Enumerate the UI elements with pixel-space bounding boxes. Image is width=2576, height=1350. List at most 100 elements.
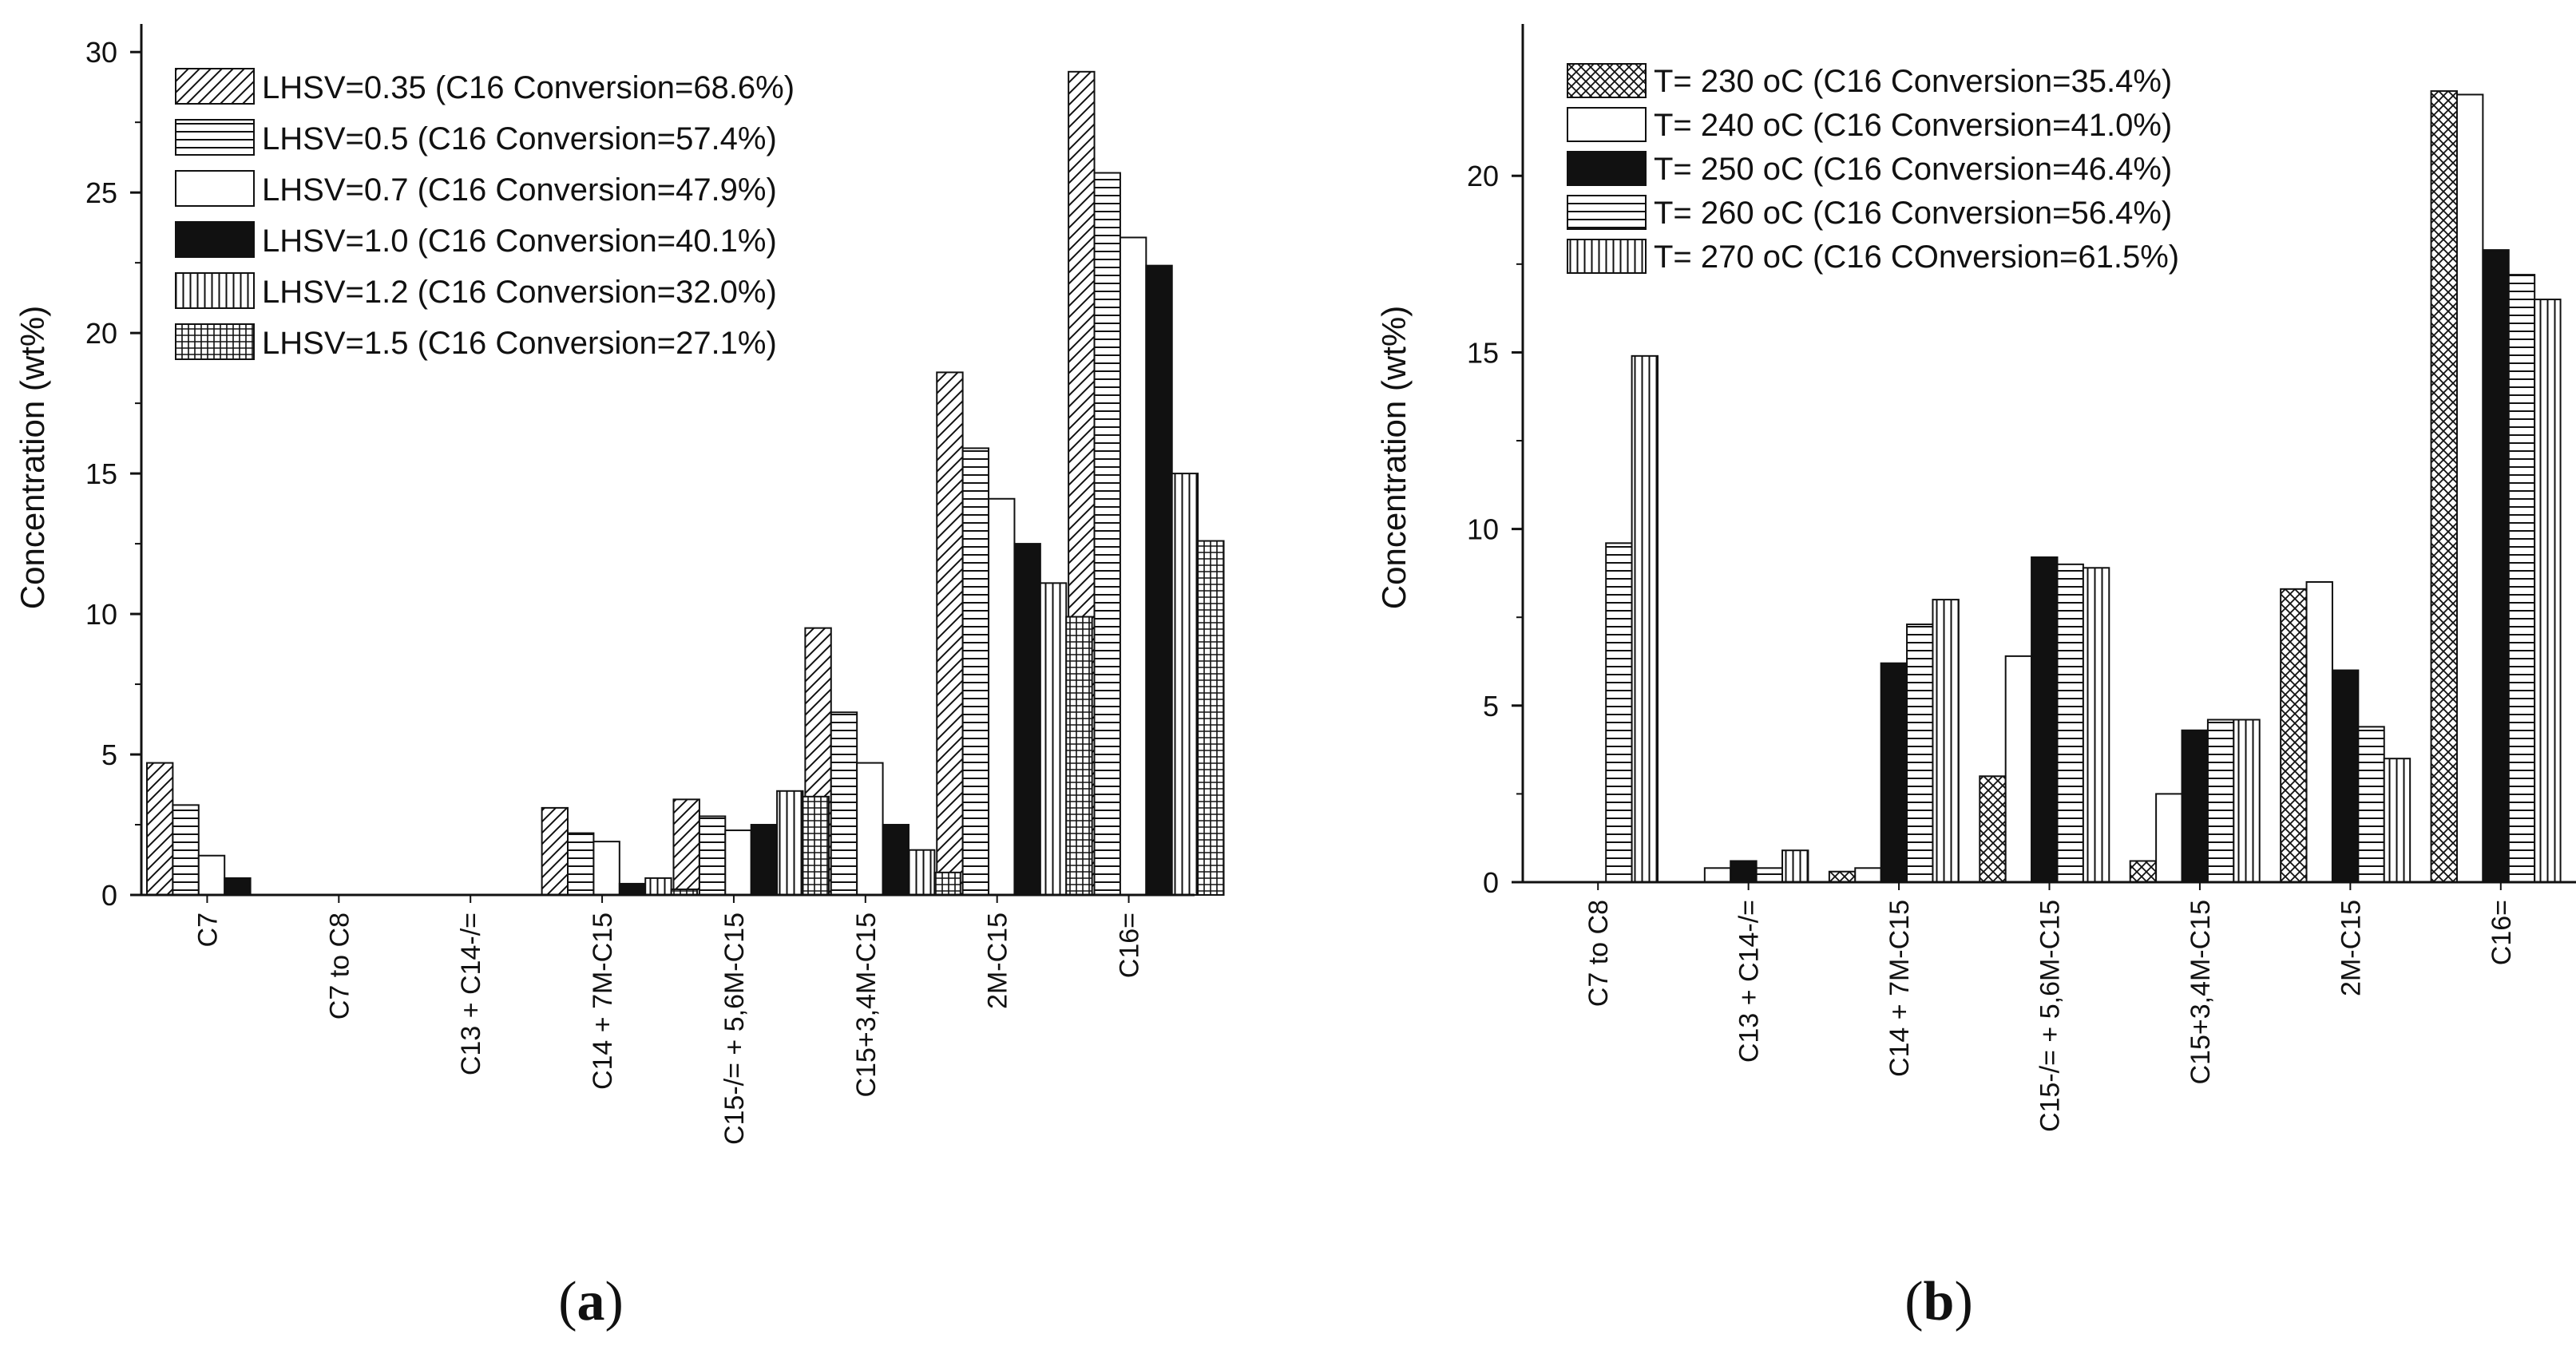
legend-swatch [1567,151,1647,186]
chart-panel-b: Concentration (wt%) 0 5 10 15 20 C7 to C8 C13… [1375,24,2576,1332]
bar [644,877,672,897]
y-tick-label: 20 [1467,160,1499,192]
x-tick-label: C13 + C14-/= [456,913,486,1075]
legend-swatch [175,272,255,309]
legend-swatch [1567,195,1647,230]
bar [830,711,858,897]
x-axis-labels-b: C7 to C8 C13 + C14-/= C14 + 7M-C15 C15-/= +… [1583,882,2517,1132]
legend-swatch [1567,239,1647,274]
bar [2233,719,2261,884]
legend-swatch [175,68,255,105]
bar [2482,249,2510,883]
bar [724,829,752,896]
bar [618,882,647,897]
legend-label: T= 230 oC (C16 Conversion=35.4%) [1654,64,2172,99]
bar [856,762,884,897]
bar [1013,543,1041,896]
legend-a: LHSV=0.35 (C16 Conversion=68.6%) LHSV=0.5… [175,68,795,361]
bar [2534,299,2562,884]
bar [1171,473,1199,896]
y-tick-label: 15 [85,457,117,490]
x-tick-label: C7 to C8 [324,913,355,1019]
bar [1093,172,1121,896]
x-tick-label: 2M-C15 [2336,900,2366,996]
x-axis-labels-a: C7 C7 to C8 C13 + C14-/= C14 + 7M-C15 C15-/=… [192,895,1145,1145]
bar [2031,556,2059,883]
y-tick-label: 0 [1483,866,1499,899]
bar [698,815,727,897]
bars-b [1605,90,2562,884]
y-tick-label: 20 [85,317,117,350]
bar [802,795,830,896]
legend-label: T= 250 oC (C16 Conversion=46.4%) [1654,152,2172,187]
x-tick-label: C16= [1115,913,1145,978]
bar [672,798,700,896]
bar [2129,860,2158,883]
legend-label: LHSV=1.5 (C16 Conversion=27.1%) [262,326,777,361]
legend-swatch [175,119,255,156]
bar [2004,655,2033,883]
y-tick-label: 30 [85,36,117,69]
bar [1197,540,1225,896]
y-tick-label: 10 [85,598,117,631]
bar [2056,563,2084,884]
bar [567,832,595,897]
legend-label: LHSV=0.5 (C16 Conversion=57.4%) [262,121,777,156]
bar [1828,870,1857,883]
x-tick-label: 2M-C15 [983,913,1013,1009]
bar [933,871,961,897]
bar [1119,236,1147,897]
bar [2305,580,2333,883]
bar [541,806,569,897]
bar [1854,867,1882,884]
bar [750,824,779,896]
bar [882,824,910,896]
legend-label: T= 270 oC (C16 COnversion=61.5%) [1654,240,2179,275]
bar [1932,599,1960,883]
bars-a [146,70,1225,897]
bar [1906,624,1934,883]
bar [224,877,252,897]
bar [907,849,936,896]
bar [197,854,226,896]
bar [1703,867,1732,884]
bar [2206,719,2235,884]
x-tick-label: C15-/= + 5,6M-C15 [719,913,750,1145]
bar [172,804,200,896]
bar [2430,90,2458,883]
y-tick-label: 0 [101,879,117,912]
y-axis-ticks-b: 0 5 10 15 20 [1467,160,1523,899]
x-tick-label: C14 + 7M-C15 [1884,900,1915,1077]
bar [2082,567,2110,883]
axes-b [1521,24,2576,884]
x-tick-label: C13 + C14-/= [1734,900,1765,1063]
y-tick-label: 15 [1467,336,1499,369]
bar [146,762,174,897]
bar [2181,729,2209,884]
bar [936,371,964,896]
bar [1730,860,1758,883]
legend-swatch [1567,63,1647,98]
x-tick-label: C15-/= + 5,6M-C15 [2035,900,2066,1132]
legend-label: LHSV=1.2 (C16 Conversion=32.0%) [262,275,777,310]
bar [1781,849,1809,883]
bar [2507,274,2536,883]
y-axis-title-a: Concentration (wt%) [14,306,51,609]
bar [1631,354,1659,883]
bar [1039,582,1068,896]
chart-panel-a: Concentration (wt%) 0 5 10 15 20 25 30 C7 C7 to… [14,24,1225,1332]
panel-label-a: (a) [558,1271,624,1332]
x-tick-label: C7 to C8 [1583,900,1614,1007]
bar [776,790,804,896]
y-tick-label: 5 [101,738,117,771]
bar [592,841,620,896]
bar [1605,542,1633,883]
bar [1065,616,1093,896]
x-tick-label: C15+3,4M-C15 [2186,900,2216,1085]
bar [2155,793,2183,884]
axes-a [140,24,1195,897]
x-tick-label: C16= [2487,900,2517,965]
y-axis-title-b: Concentration (wt%) [1375,306,1413,609]
y-tick-label: 5 [1483,690,1499,723]
